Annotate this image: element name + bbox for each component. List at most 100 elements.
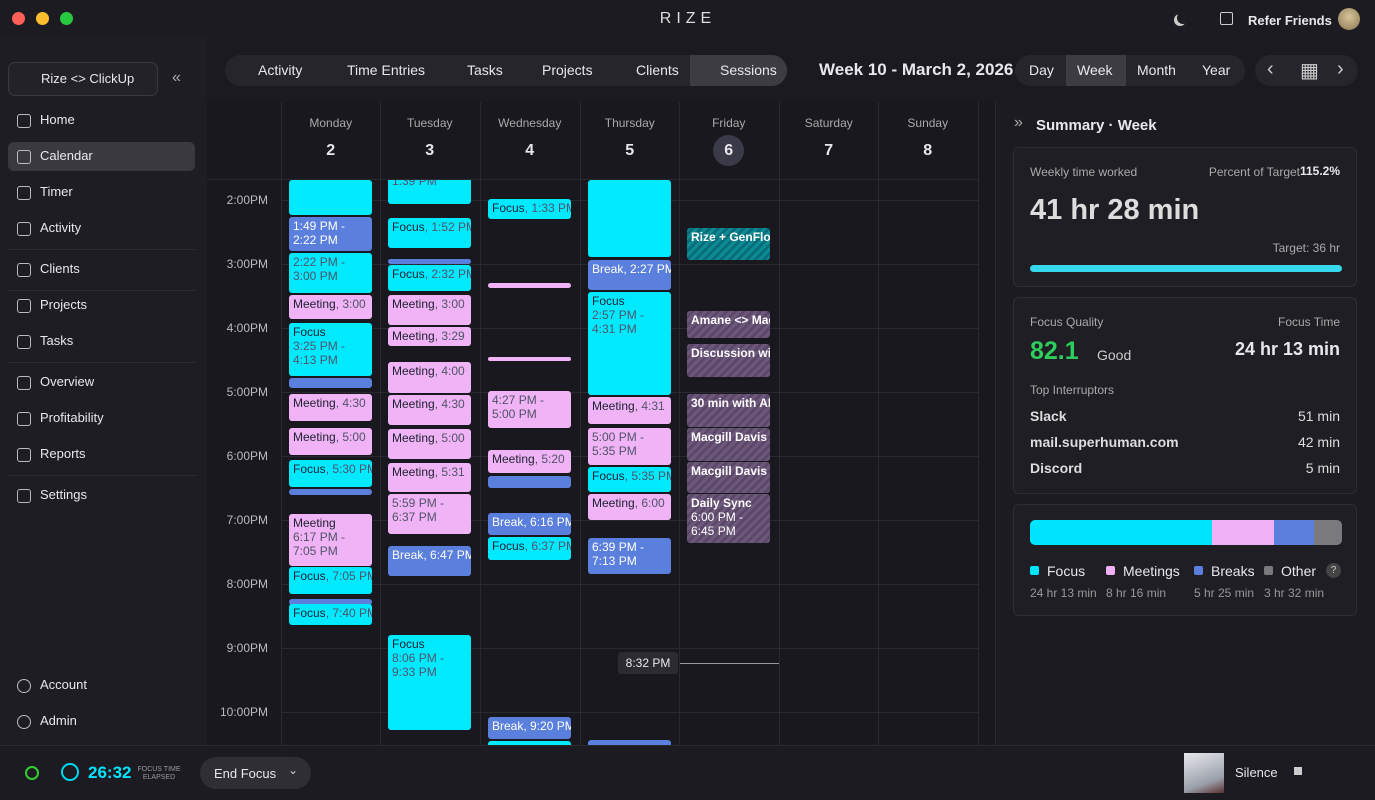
calendar-event[interactable]: Break, 2:27 PM <box>588 260 671 290</box>
calendar-event[interactable] <box>289 489 372 495</box>
calendar-event[interactable]: 5:59 PM - 6:37 PM <box>388 494 471 534</box>
collapse-button[interactable]: « <box>172 69 181 86</box>
calendar-event[interactable]: Focus, 7:05 PM <box>289 567 372 594</box>
calendar-event[interactable]: 1:39 PM <box>388 180 471 204</box>
calendar-event[interactable]: 2:22 PM - 3:00 PM <box>289 253 372 293</box>
calendar-event[interactable]: Meeting 6:17 PM - 7:05 PM <box>289 514 372 566</box>
calendar-event[interactable] <box>588 180 671 257</box>
calendar-event[interactable]: Meeting, 6:00 <box>588 494 671 520</box>
calendar-event[interactable]: 6:39 PM - 7:13 PM <box>588 538 671 574</box>
range-option[interactable]: Day <box>1029 62 1054 78</box>
help-icon[interactable]: ? <box>1326 563 1341 578</box>
calendar-event[interactable]: Focus 2:57 PM - 4:31 PM <box>588 292 671 395</box>
dropdown[interactable]: ⌄ <box>288 763 299 777</box>
calendar-event[interactable]: Focus 3:25 PM - 4:13 PM <box>289 323 372 376</box>
calendar-event[interactable]: Focus 8:06 PM - 9:33 PM <box>388 635 471 730</box>
calendar-event[interactable]: Meeting, 3:00 <box>388 295 471 325</box>
calendar-event[interactable]: Meeting, 5:31 <box>388 463 471 492</box>
next-button[interactable]: › <box>1337 58 1344 80</box>
avatar[interactable] <box>1338 8 1360 30</box>
calendar-button[interactable]: ▦ <box>1300 60 1319 82</box>
calendar-event[interactable]: Focus, 1:33 PM <box>488 199 571 219</box>
calendar-event[interactable] <box>488 357 571 361</box>
volume-button[interactable] <box>1294 767 1302 775</box>
calendar-event[interactable] <box>488 476 571 488</box>
calendar-event[interactable]: Meeting, 5:20 <box>488 450 571 473</box>
nav-item[interactable]: Timer <box>40 184 73 199</box>
now-line <box>680 663 779 664</box>
calendar-event[interactable] <box>488 283 571 288</box>
calendar-event[interactable]: 30 min with AI <box>687 394 770 427</box>
nav-item[interactable]: Account <box>40 677 87 692</box>
calendar-event[interactable]: 1:49 PM - 2:22 PM <box>289 217 372 251</box>
calendar-event[interactable]: Macgill Davis a <box>687 428 770 461</box>
nav-item[interactable]: Projects <box>40 297 87 312</box>
range-option[interactable]: Year <box>1202 62 1231 78</box>
calendar-event[interactable]: Meeting, 4:30 <box>388 395 471 425</box>
calendar-event[interactable]: Meeting, 5:00 <box>388 429 471 459</box>
calendar-event[interactable]: Meeting, 4:31 <box>588 397 671 424</box>
calendar-event[interactable]: Focus, 1:52 PM <box>388 218 471 248</box>
calendar-event[interactable]: Discussion wit <box>687 344 770 377</box>
calendar-event[interactable]: Focus, 7:40 PM <box>289 604 372 625</box>
calendar-event[interactable]: 4:27 PM - 5:00 PM <box>488 391 571 428</box>
power-button[interactable] <box>25 766 39 780</box>
nav-item[interactable]: Profitability <box>40 410 104 425</box>
calendar-event[interactable]: Focus, 5:35 PM <box>588 467 671 492</box>
calendar-event[interactable]: Daily Sync 6:00 PM - 6:45 PM <box>687 494 770 543</box>
nav-icon <box>17 186 31 200</box>
nav-item[interactable]: Calendar <box>40 148 93 163</box>
prev-button[interactable]: ‹ <box>1267 58 1274 80</box>
event-title: Meeting <box>592 496 635 510</box>
nav-item[interactable]: Clients <box>40 261 80 276</box>
calendar-event[interactable]: Focus, 6:37 PM <box>488 537 571 560</box>
range-option[interactable]: Month <box>1137 62 1176 78</box>
workspace-switch[interactable]: Rize <> ClickUp <box>8 62 158 96</box>
calendar-event[interactable]: Macgill Davis a <box>687 462 770 493</box>
expand-icon[interactable]: » <box>1014 114 1023 131</box>
nav-item[interactable]: Home <box>40 112 75 127</box>
window-button[interactable] <box>60 12 73 25</box>
nav-item[interactable]: Settings <box>40 487 87 502</box>
calendar-event[interactable] <box>289 378 372 388</box>
tab[interactable]: Tasks <box>467 62 503 78</box>
calendar-event[interactable]: Meeting, 4:00 <box>388 362 471 393</box>
interruptor-time: 51 min <box>1297 408 1340 424</box>
theme-toggle[interactable] <box>1177 12 1189 24</box>
calendar-event[interactable] <box>388 259 471 264</box>
tab[interactable]: Activity <box>258 62 303 78</box>
calendar-event[interactable]: Focus, 5:30 PM <box>289 460 372 487</box>
tab[interactable]: Time Entries <box>347 62 426 78</box>
calendar-event[interactable]: Focus, 2:32 PM <box>388 265 471 291</box>
nav-item[interactable]: Activity <box>40 220 82 235</box>
calendar-event[interactable]: Meeting, 4:30 <box>289 394 372 421</box>
calendar-event[interactable]: Meeting, 3:29 <box>388 327 471 346</box>
window-button[interactable] <box>12 12 25 25</box>
window-button[interactable] <box>36 12 49 25</box>
calendar-event[interactable]: Meeting, 3:00 <box>289 295 372 319</box>
tab[interactable]: Sessions <box>720 62 777 78</box>
calendar-event[interactable]: Break, 6:47 PM <box>388 546 471 576</box>
tab[interactable]: Clients <box>636 62 679 78</box>
calendar-event[interactable] <box>289 180 372 215</box>
calendar-event[interactable]: Amane <> Mac <box>687 311 770 338</box>
tab[interactable]: Projects <box>542 62 593 78</box>
title-bar <box>0 0 1375 38</box>
end-focus[interactable]: End Focus ⌄ <box>200 757 311 789</box>
nav-item[interactable]: Admin <box>40 713 77 728</box>
sound-name[interactable]: Silence <box>1235 765 1278 780</box>
breakdown-segment <box>1030 520 1212 545</box>
refer-link[interactable]: Refer Friends <box>1248 13 1332 28</box>
calendar-event[interactable]: 5:00 PM - 5:35 PM <box>588 428 671 465</box>
calendar-event[interactable] <box>289 599 372 605</box>
nav-item[interactable]: Reports <box>40 446 86 461</box>
calendar-event[interactable]: Meeting, 5:00 <box>289 428 372 455</box>
calendar-event[interactable]: Rize + GenFlow <box>687 228 770 260</box>
calendar-event[interactable] <box>488 741 571 745</box>
calendar-event[interactable]: Break, 6:16 PM <box>488 513 571 535</box>
calendar-event[interactable]: Break, 9:20 PM <box>488 717 571 739</box>
nav-item[interactable]: Overview <box>40 374 95 389</box>
nav-item[interactable]: Tasks <box>40 333 74 348</box>
range-option[interactable]: Week <box>1077 62 1113 78</box>
calendar-event[interactable] <box>588 740 671 745</box>
